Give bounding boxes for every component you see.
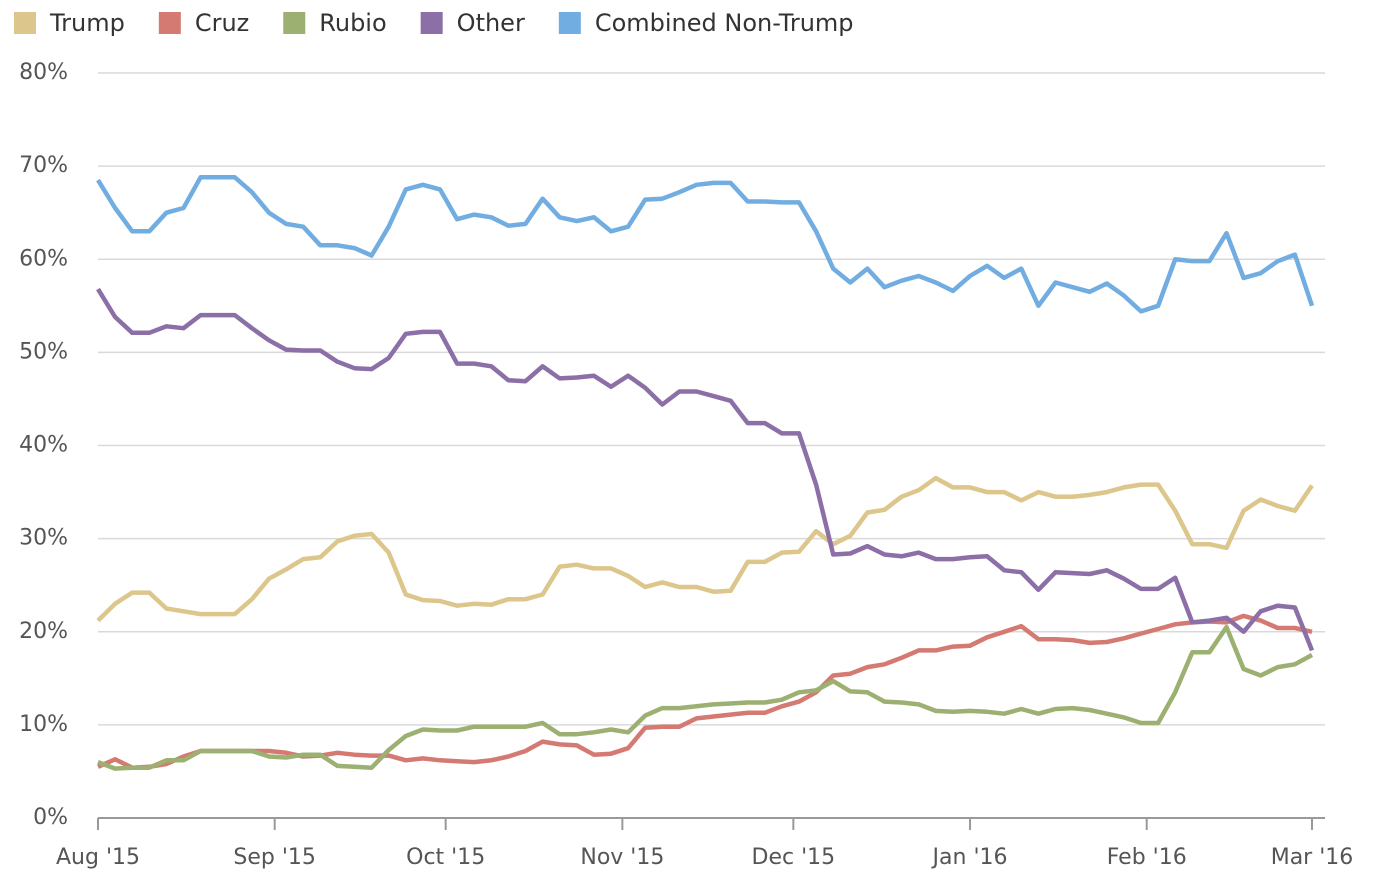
x-tick-label: Jan '16	[931, 845, 1008, 870]
y-tick-label: 40%	[19, 433, 68, 458]
x-tick-label: Feb '16	[1107, 845, 1187, 870]
legend-swatch	[158, 12, 181, 34]
legend-label: Trump	[49, 9, 125, 37]
legend-swatch	[558, 12, 581, 34]
series-line	[97, 613, 1313, 770]
y-tick-label: 10%	[19, 712, 68, 737]
legend-label: Other	[457, 9, 525, 37]
legend-swatch	[14, 12, 36, 34]
legend-label: Cruz	[195, 9, 249, 37]
x-tick-label: Mar '16	[1271, 845, 1354, 870]
x-tick-label: Aug '15	[56, 845, 140, 870]
y-tick-label: 70%	[19, 153, 68, 178]
series-line	[96, 287, 1315, 652]
x-tick-label: Nov '15	[580, 845, 664, 870]
series-line	[96, 175, 1315, 314]
x-tick-label: Sep '15	[233, 845, 316, 870]
legend-label: Combined Non-Trump	[595, 9, 854, 37]
series-line	[97, 624, 1314, 771]
legend-swatch	[420, 12, 443, 34]
legend-label: Rubio	[319, 9, 386, 37]
y-tick-label: 60%	[19, 246, 68, 271]
y-tick-label: 0%	[33, 805, 68, 830]
y-tick-label: 50%	[19, 339, 68, 364]
y-tick-label: 80%	[19, 60, 68, 85]
legend-swatch	[283, 12, 306, 34]
x-tick-label: Oct '15	[406, 845, 485, 870]
y-tick-label: 30%	[19, 526, 68, 551]
y-tick-label: 20%	[19, 619, 68, 644]
series-line	[96, 475, 1314, 623]
x-tick-label: Dec '15	[752, 845, 836, 870]
